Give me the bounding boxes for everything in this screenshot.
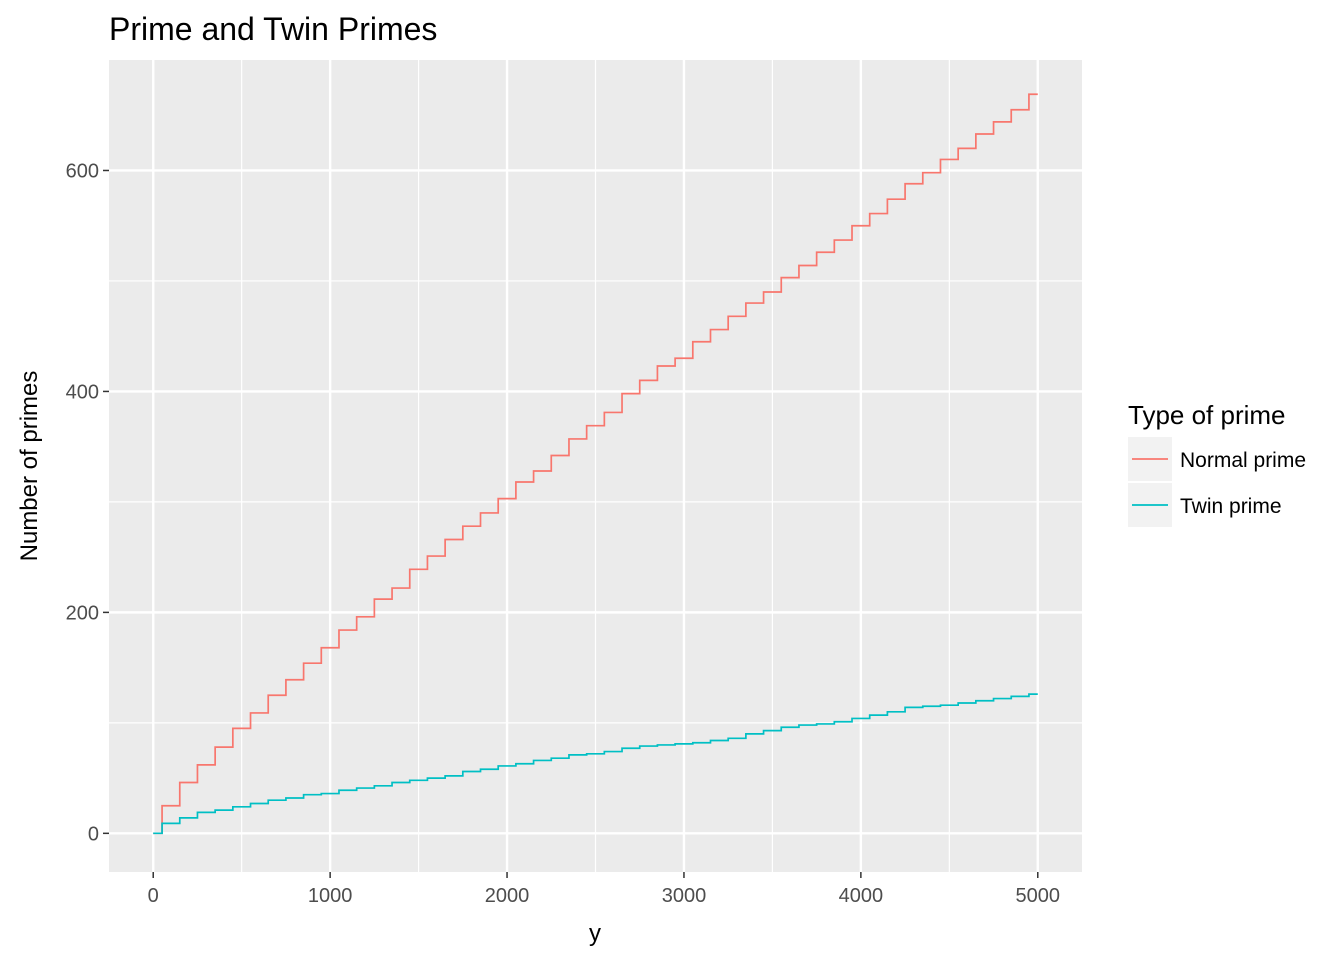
y-axis: 0 200 400 600 — [66, 160, 109, 845]
series-line-1 — [153, 693, 1038, 835]
legend: Type of prime Normal prime Twin prime — [1128, 400, 1306, 527]
x-tick-label: 1000 — [308, 885, 353, 907]
legend-title: Type of prime — [1128, 400, 1286, 430]
x-tick-label: 5000 — [1016, 885, 1061, 907]
series-lines — [153, 93, 1038, 835]
x-tick-label: 3000 — [662, 885, 707, 907]
x-tick-label: 4000 — [839, 885, 884, 907]
y-tick-label: 200 — [66, 602, 99, 624]
y-tick-label: 0 — [88, 823, 99, 845]
legend-items: Normal prime Twin prime — [1128, 437, 1306, 527]
x-tick-label: 2000 — [485, 885, 530, 907]
chart-title: Prime and Twin Primes — [109, 11, 437, 47]
major-gridlines — [109, 60, 1082, 872]
y-tick-label: 600 — [66, 160, 99, 182]
legend-label: Twin prime — [1180, 495, 1282, 518]
series-line-0 — [153, 93, 1038, 835]
x-tick-label: 0 — [148, 885, 159, 907]
y-tick-label: 400 — [66, 381, 99, 403]
y-axis-title: Number of primes — [16, 371, 43, 562]
x-axis-title: y — [589, 920, 601, 947]
minor-gridlines — [109, 60, 1082, 872]
x-axis: 0 1000 2000 3000 4000 5000 — [148, 872, 1060, 907]
legend-label: Normal prime — [1180, 449, 1306, 472]
